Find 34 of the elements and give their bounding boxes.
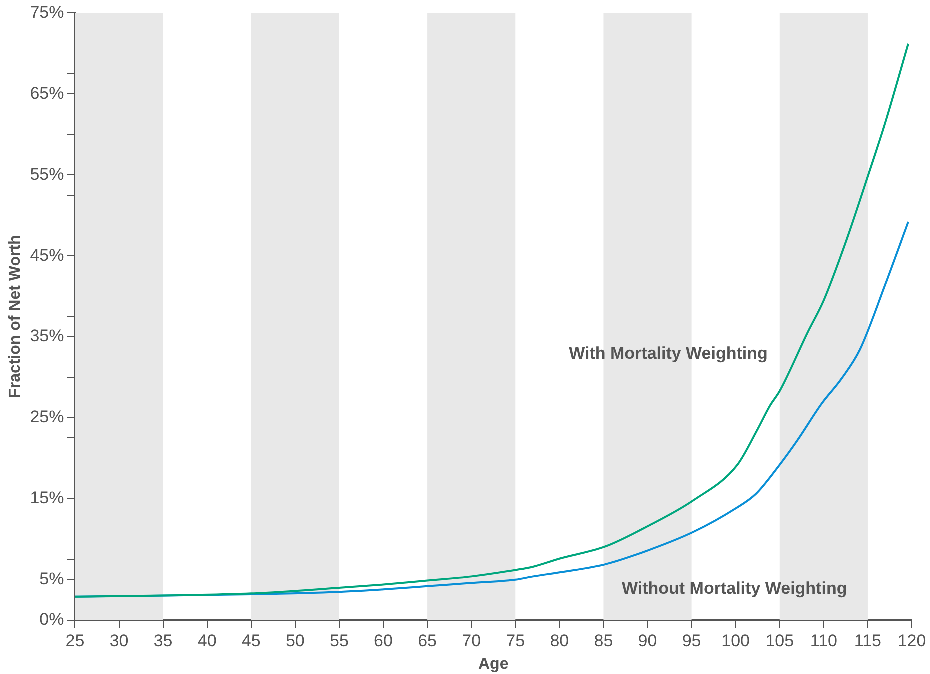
x-tick-label: 120	[898, 631, 926, 650]
x-tick-label: 105	[766, 631, 794, 650]
annotation: Without Mortality Weighting	[622, 579, 848, 598]
x-tick-label: 25	[66, 631, 85, 650]
x-tick-label: 100	[722, 631, 750, 650]
x-tick-label: 35	[154, 631, 173, 650]
x-tick-label: 90	[638, 631, 658, 650]
y-tick-label: 35%	[30, 326, 64, 346]
x-tick-label: 95	[682, 631, 702, 650]
x-tick-label: 45	[242, 631, 261, 650]
x-tick-label: 80	[550, 631, 570, 650]
x-tick-label: 65	[418, 631, 438, 650]
y-tick-label: 25%	[30, 408, 64, 427]
y-tick-label: 65%	[30, 84, 64, 103]
y-tick-label: 0%	[40, 610, 64, 630]
x-axis-title: Age	[478, 656, 509, 673]
y-tick-label: 5%	[40, 570, 64, 589]
y-tick-label: 15%	[30, 488, 64, 508]
x-tick-label: 70	[462, 631, 482, 650]
y-tick-label: 55%	[30, 164, 64, 184]
x-tick-label: 55	[330, 631, 349, 650]
y-axis-title: Fraction of Net Worth	[7, 235, 24, 398]
x-tick-label: 30	[110, 631, 129, 650]
x-tick-label: 60	[374, 631, 393, 650]
y-tick-label: 75%	[30, 2, 64, 22]
x-tick-label: 40	[198, 631, 217, 650]
x-tick-label: 85	[594, 631, 614, 650]
x-tick-label: 110	[810, 631, 838, 650]
x-tick-label: 75	[506, 631, 526, 650]
x-tick-label: 50	[286, 631, 305, 650]
x-tick-label: 115	[854, 631, 882, 650]
y-tick-label: 45%	[30, 246, 64, 265]
line-series	[75, 42, 910, 598]
annotation: With Mortality Weighting	[569, 344, 768, 364]
